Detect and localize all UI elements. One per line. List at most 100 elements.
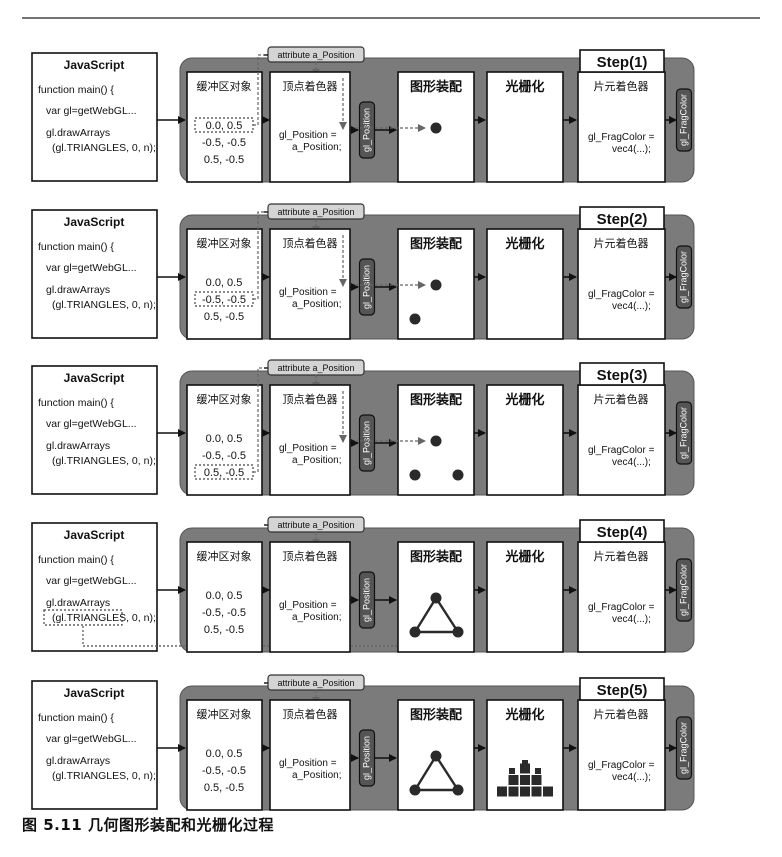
gl-fragcolor-label-box [675,88,693,152]
fragment-shader-title: 片元着色器 [594,236,649,250]
fragment-pixel [531,786,542,797]
gl-fragcolor-label-box [675,401,693,465]
js-line-drawarrays: gl.drawArrays [46,127,110,139]
gl-fragcolor-label-text: gl_FragColor [678,407,688,459]
gl-position-label-text: gl_Position [361,736,371,780]
vertex-row-1: 0.0, 0.5 [206,433,243,445]
raster-box [486,228,564,340]
javascript-box [31,52,158,182]
js-line-drawarrays: gl.drawArrays [46,755,110,767]
js-line-drawarrays: gl.drawArrays [46,597,110,609]
vertex-dot-right [452,784,464,796]
figure-caption: 图 5.11 几何图形装配和光栅化过程 [22,816,274,834]
js-line-getwebgl: var gl=getWebGL... [46,418,137,430]
gl-fragcolor-label: gl_FragColor [675,401,693,465]
javascript-title: JavaScript [64,58,125,72]
gl-fragcolor-label: gl_FragColor [675,88,693,152]
attribute-text: attribute a_Position [277,520,354,530]
fshader-code-2: vec4(...); [612,457,651,468]
attribute-text: attribute a_Position [277,678,354,688]
fshader-code-2: vec4(...); [612,772,651,783]
vshader-code-1: gl_Position = [279,130,337,141]
fshader-code-1: gl_FragColor = [588,132,655,143]
fragment-pixel [531,775,542,785]
gl-position-label: gl_Position [358,729,376,787]
step-2: JavaScript function main() {var gl=getWeb… [31,203,695,340]
attribute-text: attribute a_Position [277,50,354,60]
js-line-triangles: (gl.TRIANGLES, 0, n); [52,142,156,154]
assembly-title: 图形装配 [410,79,462,94]
vertex-shader-title: 顶点着色器 [283,549,338,563]
vertex-dot-right [452,469,464,481]
vertex-row-2: -0.5, -0.5 [202,607,246,619]
js-line-getwebgl: var gl=getWebGL... [46,262,137,274]
js-line-triangles: (gl.TRIANGLES, 0, n); [52,299,156,311]
js-line-drawarrays: gl.drawArrays [46,440,110,452]
assembly-title: 图形装配 [410,392,462,407]
assembly-title: 图形装配 [410,236,462,251]
gl-fragcolor-label-text: gl_FragColor [678,251,688,303]
vertex-row-2: -0.5, -0.5 [202,765,246,777]
javascript-box [31,365,158,495]
js-line-main: function main() { [38,554,114,566]
raster-box [486,384,564,496]
step-label: Step(2) [597,211,648,228]
step-label-box [579,362,665,386]
vertex-dot-top [430,279,442,291]
vertex-dot-left [409,784,421,796]
vertex-row-2: -0.5, -0.5 [202,294,246,306]
gl-fragcolor-label-box [675,245,693,309]
fshader-code-1: gl_FragColor = [588,289,655,300]
fshader-code-2: vec4(...); [612,301,651,312]
gl-position-label-box [358,258,376,316]
vertex-dot-left [409,626,421,638]
vertex-shader-box [269,228,351,340]
js-line-triangles: (gl.TRIANGLES, 0, n); [52,770,156,782]
fragment-shader-box [577,71,666,183]
buffer-title: 缓冲区对象 [197,707,252,721]
gl-fragcolor-label-box [675,558,693,622]
gl-fragcolor-label-text: gl_FragColor [678,722,688,774]
gl-position-label-text: gl_Position [361,265,371,309]
assembly-title: 图形装配 [410,707,462,722]
fragment-shader-title: 片元着色器 [594,549,649,563]
vertex-shader-title: 顶点着色器 [283,79,338,93]
gl-position-label-text: gl_Position [361,108,371,152]
js-line-main: function main() { [38,712,114,724]
vshader-code-1: gl_Position = [279,443,337,454]
step-label: Step(5) [597,682,648,699]
fragment-pixel-top [535,768,541,774]
vshader-code-2: a_Position; [292,455,341,466]
vertex-row-2: -0.5, -0.5 [202,450,246,462]
attribute-route [253,367,264,473]
vertex-shader-box [269,699,351,811]
fragment-pixel [508,775,519,785]
raster-title: 光栅化 [504,549,544,564]
gl-position-label-box [358,729,376,787]
gl-fragcolor-label-box [675,716,693,780]
gl-position-label-text: gl_Position [361,578,371,622]
fragment-shader-title: 片元着色器 [594,79,649,93]
buffer-title: 缓冲区对象 [197,549,252,563]
javascript-box [31,680,158,810]
step-label-box [579,206,665,230]
fshader-code-2: vec4(...); [612,614,651,625]
step-5: JavaScript function main() {var gl=getWeb… [31,674,695,811]
vertex-dot-left [409,313,421,325]
js-highlight [43,609,123,626]
fragment-shader-title: 片元着色器 [594,392,649,406]
javascript-title: JavaScript [64,686,125,700]
fragment-pixel [520,786,530,797]
raster-box [486,541,564,653]
fragment-shader-box [577,699,666,811]
raster-title: 光栅化 [504,236,544,251]
vertex-row-3: 0.5, -0.5 [204,154,244,166]
vertex-row-1: 0.0, 0.5 [206,748,243,760]
step-label-box [579,49,665,73]
raster-box [486,71,564,183]
gl-fragcolor-label: gl_FragColor [675,716,693,780]
attribute-route [253,211,264,300]
vertex-row-3: 0.5, -0.5 [204,782,244,794]
gl-position-label-box [358,101,376,159]
vertex-dot-right [452,626,464,638]
